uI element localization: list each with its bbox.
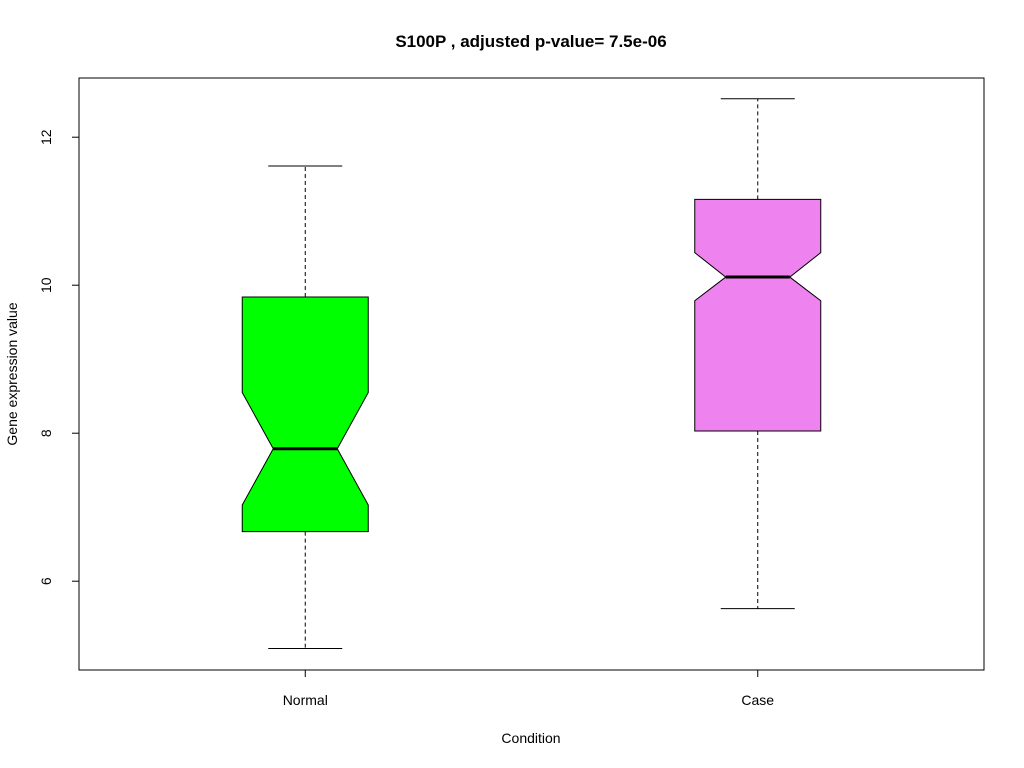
x-axis: Normal Case [283,669,774,708]
y-tick-label: 10 [38,277,54,293]
x-tick-label: Normal [283,692,328,708]
y-tick-label: 8 [38,429,54,437]
chart-title: S100P , adjusted p-value= 7.5e-06 [395,32,666,51]
x-tick-label: Case [741,692,774,708]
plot-frame [78,77,985,671]
box-normal [241,165,369,650]
y-tick-label: 6 [38,577,54,585]
x-axis-label: Condition [501,730,560,746]
y-tick-label: 12 [38,129,54,145]
y-axis-label: Gene expression value [4,302,20,445]
boxes-group [241,98,822,650]
y-axis: 6 8 10 12 [38,129,80,585]
box-case [694,98,822,610]
notched-box [694,198,822,432]
notched-box [241,296,369,533]
